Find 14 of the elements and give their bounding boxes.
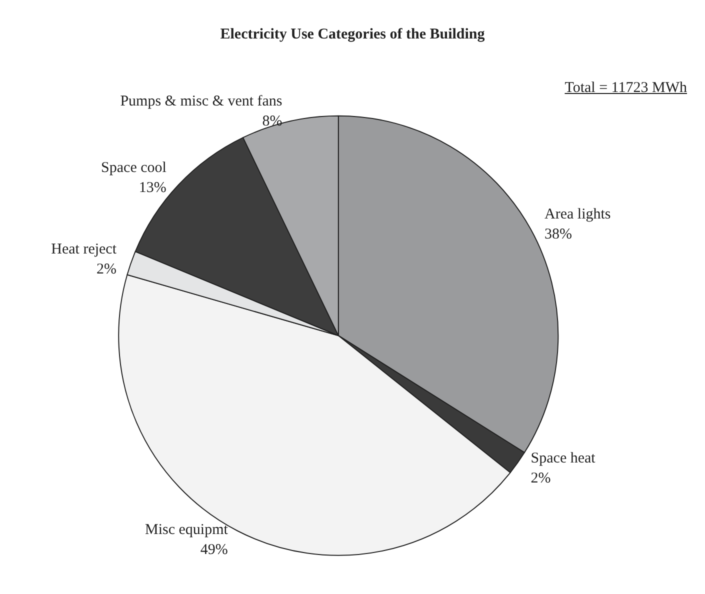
- data-label: 2%: [96, 262, 117, 278]
- slice-label: Space heat: [530, 450, 596, 467]
- slice-label: Area lights: [544, 206, 611, 222]
- slice-label: Space cool: [101, 160, 166, 176]
- chart-title: Electricity Use Categories of the Building: [220, 26, 486, 42]
- slice-label: Misc equipmt: [145, 522, 229, 538]
- data-label: 8%: [262, 114, 282, 130]
- slice-label: Pumps & misc & vent fans: [120, 94, 282, 110]
- text: Total = 11723 MWh: [564, 80, 687, 97]
- data-label: 38%: [544, 226, 572, 242]
- data-label: 2%: [530, 470, 551, 487]
- slice-label: Heat reject: [51, 242, 118, 258]
- data-label: 13%: [138, 180, 166, 196]
- data-label: 49%: [200, 542, 228, 558]
